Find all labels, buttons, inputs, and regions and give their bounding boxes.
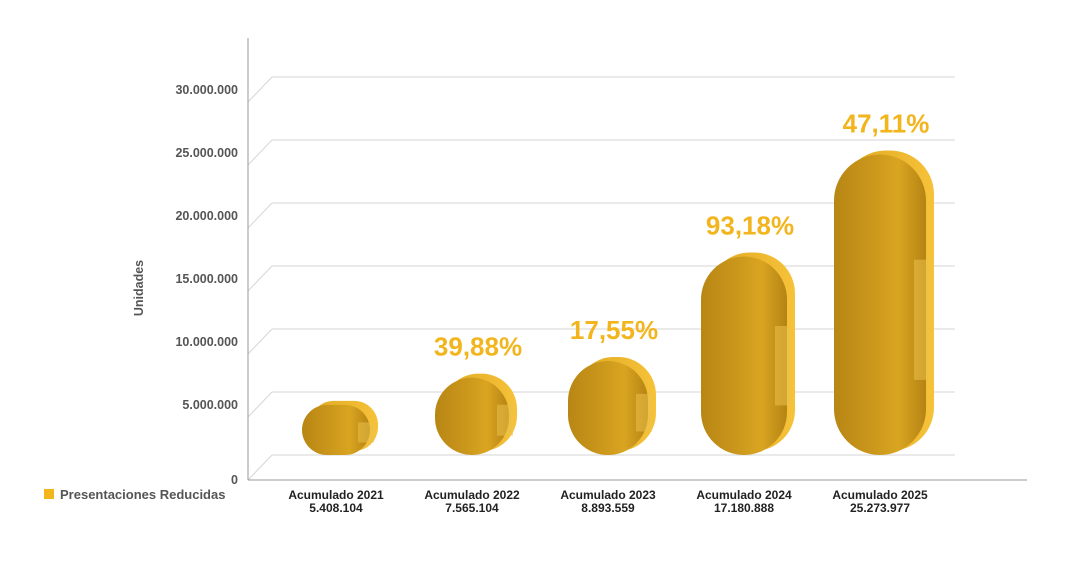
x-value-label: 25.273.977 — [850, 501, 910, 515]
bar — [435, 373, 517, 455]
bar-face — [701, 256, 787, 455]
y-axis-title: Unidades — [132, 260, 146, 316]
grid-connector — [247, 328, 273, 355]
growth-label: 93,18% — [706, 211, 794, 241]
growth-label: 47,11% — [843, 109, 930, 139]
bar-band — [358, 422, 374, 443]
x-category-label: Acumulado 2021 — [288, 488, 384, 502]
bar — [834, 150, 934, 455]
bar-face — [568, 360, 648, 455]
x-value-label: 7.565.104 — [445, 501, 499, 515]
bar-face — [302, 404, 370, 455]
legend-label: Presentaciones Reducidas — [60, 487, 225, 502]
x-value-label: 17.180.888 — [714, 501, 774, 515]
y-tick-label: 0 — [231, 473, 238, 487]
bar — [302, 400, 378, 455]
grid-connector — [247, 139, 273, 166]
x-value-label: 5.408.104 — [309, 501, 363, 515]
grid-connector — [247, 202, 273, 229]
bar-face — [435, 377, 509, 455]
grid-connector — [247, 454, 273, 481]
bar-band — [636, 393, 652, 432]
bar-face — [834, 154, 926, 455]
grid-layer — [247, 76, 955, 481]
bar — [701, 252, 795, 455]
y-tick-label: 30.000.000 — [175, 83, 238, 97]
x-category-label: Acumulado 2025 — [832, 488, 928, 502]
y-tick-label: 10.000.000 — [175, 335, 238, 349]
y-tick-label: 20.000.000 — [175, 209, 238, 223]
y-tick-label: 5.000.000 — [182, 398, 238, 412]
grid-connector — [247, 391, 273, 418]
x-category-label: Acumulado 2022 — [424, 488, 520, 502]
x-category-label: Acumulado 2024 — [696, 488, 792, 502]
legend-layer: Presentaciones Reducidas — [44, 487, 225, 502]
grid-connector — [247, 76, 273, 103]
growth-label: 17,55% — [570, 315, 658, 345]
y-tick-label: 25.000.000 — [175, 146, 238, 160]
growth-label: 39,88% — [434, 332, 522, 362]
bar-band — [914, 259, 930, 380]
x-value-label: 8.893.559 — [581, 501, 635, 515]
bar-band — [775, 325, 791, 406]
bar-band — [497, 404, 513, 436]
x-category-label: Acumulado 2023 — [560, 488, 656, 502]
axis-layer: 0 5.000.000 10.000.000 15.000.000 20.000.000… — [132, 38, 1027, 487]
legend-swatch — [44, 489, 54, 499]
bars-layer — [302, 150, 934, 455]
y-tick-label: 15.000.000 — [175, 272, 238, 286]
grid-connector — [247, 265, 273, 292]
bar — [568, 356, 656, 455]
